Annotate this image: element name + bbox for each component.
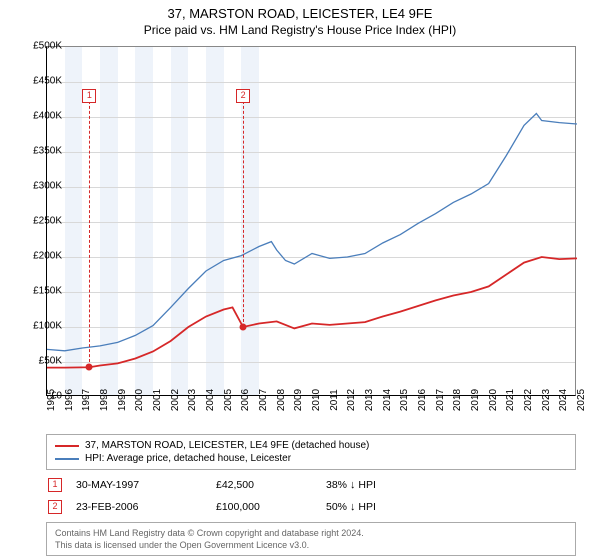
legend-label: 37, MARSTON ROAD, LEICESTER, LE4 9FE (de… bbox=[85, 440, 369, 451]
y-axis-label: £300K bbox=[18, 181, 62, 192]
legend-item: HPI: Average price, detached house, Leic… bbox=[55, 452, 567, 465]
x-axis-label: 2012 bbox=[346, 389, 357, 411]
chart-plot-area: 12 bbox=[46, 46, 576, 396]
chart-lines-svg bbox=[47, 47, 575, 395]
legend-item: 37, MARSTON ROAD, LEICESTER, LE4 9FE (de… bbox=[55, 439, 567, 452]
sale-marker-icon: 1 bbox=[48, 478, 62, 492]
x-axis-label: 1995 bbox=[46, 389, 57, 411]
sale-date: 23-FEB-2006 bbox=[76, 501, 216, 513]
sales-row: 1 30-MAY-1997 £42,500 38% ↓ HPI bbox=[46, 474, 576, 496]
y-axis-label: £250K bbox=[18, 216, 62, 227]
x-axis-label: 2007 bbox=[258, 389, 269, 411]
subtitle: Price paid vs. HM Land Registry's House … bbox=[0, 23, 600, 37]
sale-price: £42,500 bbox=[216, 479, 326, 491]
x-axis-label: 2016 bbox=[417, 389, 428, 411]
sale-dot bbox=[240, 324, 247, 331]
title-block: 37, MARSTON ROAD, LEICESTER, LE4 9FE Pri… bbox=[0, 0, 600, 37]
y-axis-label: £400K bbox=[18, 111, 62, 122]
legend-swatch bbox=[55, 458, 79, 460]
x-axis-label: 1997 bbox=[81, 389, 92, 411]
x-axis-label: 2024 bbox=[558, 389, 569, 411]
x-axis-label: 2022 bbox=[523, 389, 534, 411]
x-axis-label: 2011 bbox=[329, 389, 340, 411]
x-axis-label: 2004 bbox=[205, 389, 216, 411]
footer-line: This data is licensed under the Open Gov… bbox=[55, 539, 567, 551]
x-axis-label: 2017 bbox=[435, 389, 446, 411]
y-axis-label: £150K bbox=[18, 286, 62, 297]
title: 37, MARSTON ROAD, LEICESTER, LE4 9FE bbox=[0, 6, 600, 21]
x-axis-label: 2015 bbox=[399, 389, 410, 411]
x-axis-label: 1998 bbox=[99, 389, 110, 411]
chart-container: 37, MARSTON ROAD, LEICESTER, LE4 9FE Pri… bbox=[0, 0, 600, 560]
sale-pct: 38% ↓ HPI bbox=[326, 479, 446, 491]
x-axis-label: 2021 bbox=[505, 389, 516, 411]
sale-price: £100,000 bbox=[216, 501, 326, 513]
y-axis-label: £350K bbox=[18, 146, 62, 157]
sale-dot bbox=[86, 364, 93, 371]
x-axis-label: 2000 bbox=[134, 389, 145, 411]
x-axis-label: 2025 bbox=[576, 389, 587, 411]
x-axis-label: 2014 bbox=[382, 389, 393, 411]
legend-swatch bbox=[55, 445, 79, 447]
sale-marker-box: 1 bbox=[82, 89, 96, 103]
y-axis-label: £450K bbox=[18, 76, 62, 87]
sale-pct: 50% ↓ HPI bbox=[326, 501, 446, 513]
legend: 37, MARSTON ROAD, LEICESTER, LE4 9FE (de… bbox=[46, 434, 576, 470]
x-axis-label: 2002 bbox=[170, 389, 181, 411]
x-axis-label: 2001 bbox=[152, 389, 163, 411]
x-axis-label: 2023 bbox=[541, 389, 552, 411]
y-axis-label: £500K bbox=[18, 41, 62, 52]
sale-marker-icon: 2 bbox=[48, 500, 62, 514]
x-axis-label: 2019 bbox=[470, 389, 481, 411]
sales-table: 1 30-MAY-1997 £42,500 38% ↓ HPI 2 23-FEB… bbox=[46, 474, 576, 518]
x-axis-label: 2020 bbox=[488, 389, 499, 411]
x-axis-label: 2013 bbox=[364, 389, 375, 411]
y-axis-label: £100K bbox=[18, 321, 62, 332]
x-axis-label: 2010 bbox=[311, 389, 322, 411]
x-axis-label: 1996 bbox=[64, 389, 75, 411]
x-axis-label: 2003 bbox=[187, 389, 198, 411]
y-axis-label: £200K bbox=[18, 251, 62, 262]
x-axis-label: 2018 bbox=[452, 389, 463, 411]
footer-line: Contains HM Land Registry data © Crown c… bbox=[55, 527, 567, 539]
y-axis-label: £50K bbox=[18, 356, 62, 367]
x-axis-label: 1999 bbox=[117, 389, 128, 411]
x-axis-label: 2005 bbox=[223, 389, 234, 411]
legend-label: HPI: Average price, detached house, Leic… bbox=[85, 453, 291, 464]
sales-row: 2 23-FEB-2006 £100,000 50% ↓ HPI bbox=[46, 496, 576, 518]
footer-attribution: Contains HM Land Registry data © Crown c… bbox=[46, 522, 576, 556]
x-axis-label: 2008 bbox=[276, 389, 287, 411]
x-axis-label: 2009 bbox=[293, 389, 304, 411]
sale-date: 30-MAY-1997 bbox=[76, 479, 216, 491]
sale-marker-box: 2 bbox=[236, 89, 250, 103]
x-axis-label: 2006 bbox=[240, 389, 251, 411]
